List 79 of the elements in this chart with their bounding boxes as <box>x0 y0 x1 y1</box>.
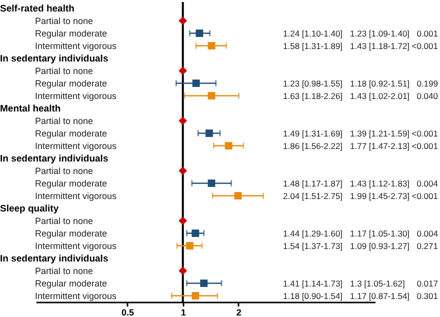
text: 0.001 <box>416 28 438 38</box>
annotation: 1.44 [1.29-1.60] <box>283 228 343 238</box>
y-tick-label: Mental health <box>0 103 61 114</box>
text: 0.040 <box>416 90 438 101</box>
y-tick-label: Intermittent vigorous <box>35 240 118 251</box>
point <box>178 216 188 225</box>
annotation: 1.86 [1.56-2.22] <box>283 140 343 151</box>
y-tick-label: Intermittent vigorous <box>35 140 118 151</box>
text: 0.004 <box>416 228 438 238</box>
y-tick-label: Partial to none <box>35 216 94 226</box>
y-tick-label: Partial to none <box>35 116 94 126</box>
point <box>178 266 188 275</box>
point <box>208 180 216 187</box>
annotation: 1.54 [1.37-1.73] <box>283 240 343 251</box>
annotation: 1.18 [0.92-1.51] <box>350 78 410 88</box>
annotation: 1.58 [1.31-1.89] <box>283 40 343 51</box>
y-tick-label: Partial to none <box>35 166 94 176</box>
annotation: 1.18 [0.90-1.54] <box>283 290 343 301</box>
annotation: 1.77 [1.47-2.13] <box>350 140 410 151</box>
y-tick-label: Partial to none <box>35 66 94 76</box>
point <box>192 292 200 300</box>
annotation: 1.43 [1.12-1.83] <box>350 178 410 188</box>
annotation: 1.17 [0.87-1.54] <box>350 290 410 301</box>
annotation: 1.63 [1.18-2.26] <box>283 90 343 101</box>
point <box>208 42 216 50</box>
point <box>192 80 200 87</box>
text: 0.004 <box>416 178 438 188</box>
annotation: 1.43 [1.02-2.01] <box>350 90 410 101</box>
x-tick-label: 0.5 <box>122 308 134 317</box>
text: 0.301 <box>416 290 438 301</box>
y-tick-label: Intermittent vigorous <box>35 190 118 201</box>
y-tick-label: Partial to none <box>35 16 94 26</box>
text: 0.017 <box>416 278 438 288</box>
y-tick-label: Regular moderate <box>35 278 108 288</box>
y-tick-label: In sedentary individuals <box>0 53 108 64</box>
text: 0.271 <box>416 240 438 251</box>
point <box>208 92 216 100</box>
point <box>192 230 200 237</box>
y-tick-label: Intermittent vigorous <box>35 90 118 101</box>
text: <0.001 <box>412 128 438 138</box>
text: <0.001 <box>412 140 438 151</box>
text: 0.199 <box>416 78 438 88</box>
annotation: 1.23 [0.98-1.55] <box>283 78 343 88</box>
annotation: 1.24 [1.10-1.40] <box>283 28 343 38</box>
y-tick-label: Intermittent vigorous <box>35 290 118 301</box>
y-tick-label: Regular moderate <box>35 228 108 238</box>
annotation: 1.41 [1.14-1.73] <box>283 278 343 288</box>
point <box>178 116 188 125</box>
y-tick-label: Self-rated health <box>0 3 75 14</box>
y-tick-label: Sleep quality <box>0 203 60 214</box>
annotation: 1.09 [0.93-1.27] <box>350 240 410 251</box>
annotation: 1.3 [1.05-1.62] <box>350 278 405 288</box>
y-tick-label: Intermittent vigorous <box>35 40 118 51</box>
y-tick-label: Regular moderate <box>35 28 108 38</box>
y-tick-label: Partial to none <box>35 266 94 276</box>
y-tick-label: In sedentary individuals <box>0 153 108 164</box>
point <box>186 242 194 250</box>
annotation: 1.43 [1.18-1.72] <box>350 40 410 51</box>
point <box>178 66 188 75</box>
annotation: 1.23 [1.09-1.40] <box>350 28 410 38</box>
point <box>196 30 204 37</box>
point <box>200 280 208 287</box>
y-tick-label: Regular moderate <box>35 178 108 188</box>
annotation: 2.04 [1.51-2.75] <box>283 190 343 201</box>
y-tick-label: Regular moderate <box>35 78 108 88</box>
annotation: 1.99 [1.45-2.73] <box>350 190 410 201</box>
annotation: 1.49 [1.31-1.69] <box>283 128 343 138</box>
annotation: 1.17 [1.05-1.30] <box>350 228 410 238</box>
x-tick-label: 2 <box>236 308 242 317</box>
text: <0.001 <box>412 40 438 51</box>
annotation: 1.48 [1.17-1.87] <box>283 178 343 188</box>
annotation: 1.39 [1.21-1.59] <box>350 128 410 138</box>
text: <0.001 <box>412 190 438 201</box>
point <box>178 16 188 25</box>
point <box>206 130 213 137</box>
x-tick-label: 1 <box>180 308 186 317</box>
y-tick-label: In sedentary individuals <box>0 253 108 264</box>
point <box>178 166 188 175</box>
y-tick-label: Regular moderate <box>35 128 108 138</box>
